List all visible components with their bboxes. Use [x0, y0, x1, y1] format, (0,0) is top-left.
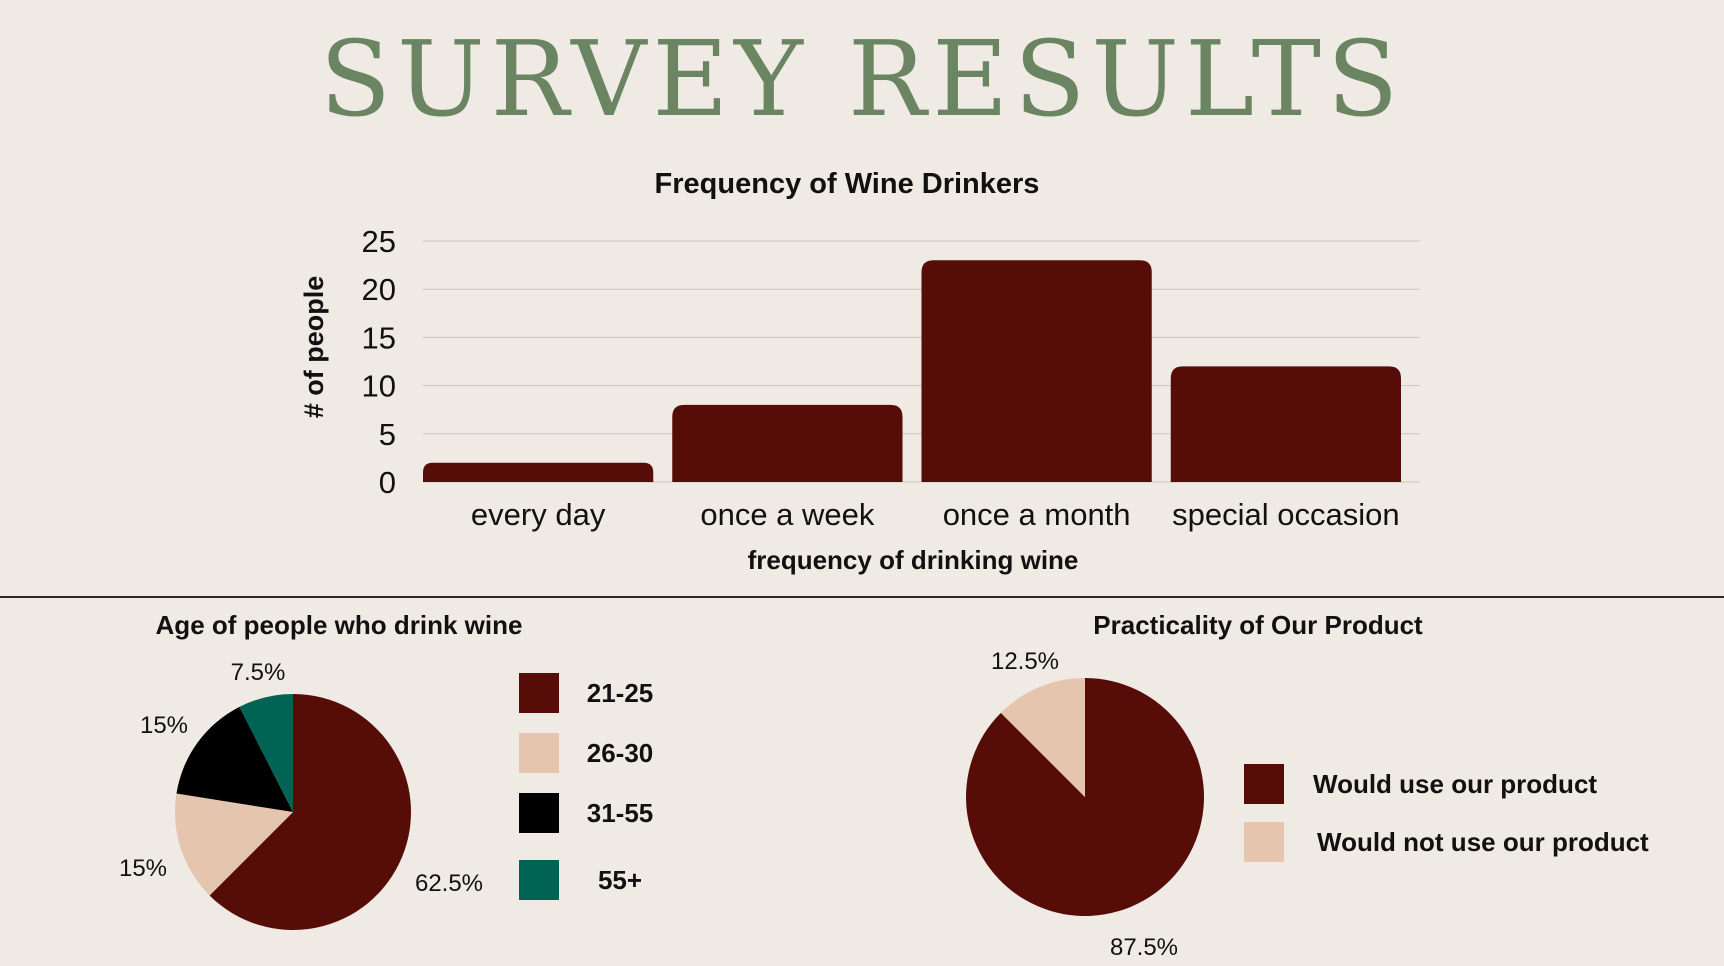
- y-tick-label: 15: [362, 320, 396, 355]
- pie-slice: [209, 694, 411, 930]
- bar-chart: Frequency of Wine Drinkers 0 5 10 15 20 25 ev…: [299, 168, 1420, 575]
- y-tick-label: 5: [379, 417, 396, 452]
- legend-label: 26-30: [587, 738, 654, 768]
- legend-label: 21-25: [587, 678, 654, 708]
- section-divider: [0, 596, 1724, 598]
- pie-slice: [239, 694, 293, 812]
- pie-value-label: 87.5%: [1110, 934, 1178, 961]
- page-title: SURVEY RESULTS: [319, 18, 1405, 140]
- pie-slice: [1000, 678, 1085, 797]
- pie-slice: [174, 793, 293, 896]
- y-tick-label: 0: [379, 465, 396, 500]
- legend-swatch: [519, 673, 559, 713]
- pie-value-label: 15%: [119, 855, 167, 882]
- bar: [672, 404, 903, 482]
- legend-label: Would not use our product: [1317, 827, 1649, 857]
- legend-swatch: [519, 793, 559, 833]
- pie-value-label: 7.5%: [231, 659, 286, 686]
- y-tick-label: 20: [362, 272, 396, 307]
- bar: [921, 260, 1152, 482]
- product-pie-title: Practicality of Our Product: [1093, 610, 1423, 640]
- legend-swatch: [1244, 764, 1284, 804]
- legend-swatch: [1244, 822, 1284, 862]
- x-tick-label: every day: [471, 497, 606, 532]
- legend-swatch: [519, 860, 559, 900]
- bar-chart-y-axis-label: # of people: [299, 276, 329, 419]
- product-pie-chart: Practicality of Our Product 87.5% 12.5% W…: [966, 610, 1649, 961]
- age-pie-title: Age of people who drink wine: [156, 610, 523, 640]
- legend-swatch: [519, 733, 559, 773]
- pie-slice: [176, 706, 293, 812]
- x-tick-label: once a week: [700, 497, 875, 532]
- bar-chart-title: Frequency of Wine Drinkers: [655, 168, 1040, 200]
- x-tick-label: special occasion: [1172, 497, 1399, 532]
- pie-value-label: 62.5%: [415, 870, 483, 897]
- pie-value-label: 15%: [140, 712, 188, 739]
- bar-chart-x-axis-label: frequency of drinking wine: [748, 545, 1079, 575]
- age-pie-chart: Age of people who drink wine 62.5% 15% 15%…: [119, 610, 653, 930]
- pie-value-label: 12.5%: [991, 648, 1059, 675]
- bar: [423, 462, 654, 482]
- legend-label: 55+: [598, 865, 642, 895]
- legend-label: Would use our product: [1313, 769, 1597, 799]
- legend-label: 31-55: [587, 798, 654, 828]
- x-tick-label: once a month: [943, 497, 1131, 532]
- bar: [1170, 366, 1401, 482]
- y-tick-label: 25: [362, 224, 396, 259]
- y-tick-label: 10: [362, 369, 396, 404]
